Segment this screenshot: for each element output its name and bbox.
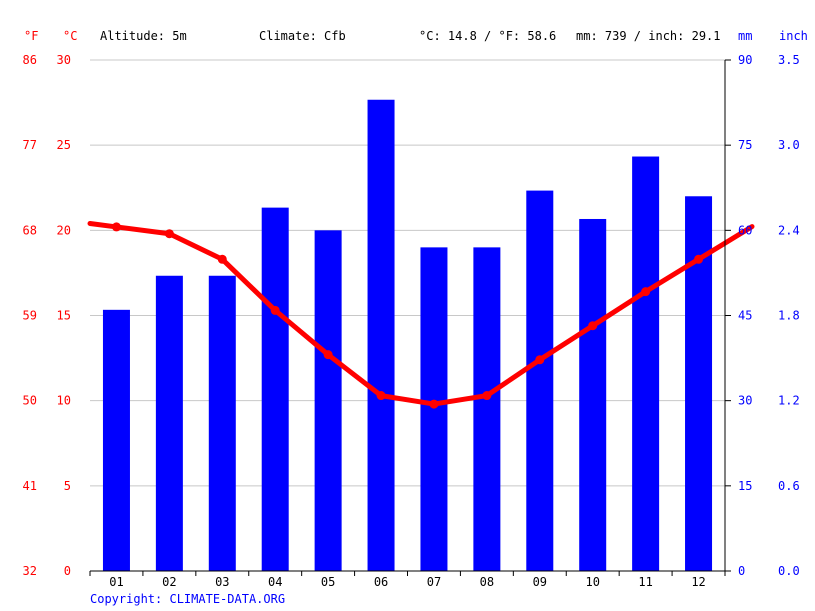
climate-text: Climate: Cfb xyxy=(259,29,346,43)
x-tick-label: 03 xyxy=(215,575,229,589)
precipitation-bar xyxy=(102,309,130,571)
temperature-point xyxy=(217,254,227,264)
precipitation-bar xyxy=(367,99,395,571)
total-precipitation-text: mm: 739 / inch: 29.1 xyxy=(576,29,721,43)
precipitation-bar xyxy=(579,218,607,571)
y-tick-fahrenheit: 32 xyxy=(23,564,37,578)
y-tick-celsius: 0 xyxy=(64,564,71,578)
x-tick-label: 09 xyxy=(533,575,547,589)
y-tick-mm: 75 xyxy=(738,138,752,152)
temperature-point xyxy=(482,391,492,401)
precipitation-bars xyxy=(102,99,713,572)
axes xyxy=(89,59,731,576)
y-tick-celsius: 25 xyxy=(57,138,71,152)
altitude-text: Altitude: 5m xyxy=(100,29,187,43)
x-tick-label: 12 xyxy=(691,575,705,589)
y-tick-fahrenheit: 77 xyxy=(23,138,37,152)
unit-mm-label: mm xyxy=(738,29,753,43)
temperature-point xyxy=(164,229,174,239)
y-tick-celsius: 20 xyxy=(57,223,71,237)
unit-fahrenheit-label: °F xyxy=(24,29,39,43)
x-tick-label: 01 xyxy=(109,575,123,589)
grid-lines xyxy=(90,59,725,487)
temperature-point xyxy=(111,222,121,232)
y-tick-celsius: 30 xyxy=(57,53,71,67)
y-tick-mm: 90 xyxy=(738,53,752,67)
precipitation-bar xyxy=(473,247,501,571)
copyright-link[interactable]: Copyright: CLIMATE-DATA.ORG xyxy=(90,592,286,606)
y-tick-inch: 2.4 xyxy=(778,223,800,237)
precipitation-bar xyxy=(632,156,660,571)
y-tick-fahrenheit: 68 xyxy=(23,223,37,237)
unit-inch-label: inch xyxy=(779,29,808,43)
x-tick-label: 05 xyxy=(321,575,335,589)
x-tick-label: 11 xyxy=(638,575,652,589)
y-tick-inch: 1.2 xyxy=(778,394,800,408)
y-tick-celsius: 10 xyxy=(57,394,71,408)
temperature-point xyxy=(270,305,280,315)
y-tick-fahrenheit: 59 xyxy=(23,309,37,323)
y-tick-mm: 30 xyxy=(738,394,752,408)
x-tick-label: 04 xyxy=(268,575,282,589)
y-tick-inch: 0.6 xyxy=(778,479,800,493)
temperature-point xyxy=(376,391,386,401)
precipitation-bar xyxy=(314,230,342,572)
temperature-polyline xyxy=(87,221,755,407)
precipitation-bar xyxy=(420,247,448,571)
temperature-point xyxy=(535,355,545,365)
precipitation-bar xyxy=(526,190,554,572)
temperature-point xyxy=(588,321,598,331)
x-tick-label: 02 xyxy=(162,575,176,589)
unit-celsius-label: °C xyxy=(63,29,78,43)
y-tick-fahrenheit: 86 xyxy=(23,53,37,67)
y-tick-celsius: 5 xyxy=(64,479,71,493)
average-temperature-text: °C: 14.8 / °F: 58.6 xyxy=(419,29,557,43)
y-tick-inch: 3.5 xyxy=(778,53,800,67)
precipitation-bar xyxy=(261,207,289,571)
temperature-point xyxy=(641,287,651,297)
y-tick-fahrenheit: 50 xyxy=(23,394,37,408)
temperature-point xyxy=(323,350,333,360)
y-tick-mm: 0 xyxy=(738,564,745,578)
y-tick-mm: 60 xyxy=(738,223,752,237)
y-tick-celsius: 15 xyxy=(57,309,71,323)
x-tick-label: 06 xyxy=(374,575,388,589)
y-tick-inch: 0.0 xyxy=(778,564,800,578)
x-tick-label: 10 xyxy=(585,575,599,589)
temperature-line xyxy=(87,221,755,409)
x-tick-label: 07 xyxy=(427,575,441,589)
y-tick-inch: 3.0 xyxy=(778,138,800,152)
precipitation-bar xyxy=(208,275,236,571)
tick-labels: 32 0 0 0.0 41 5 15 0.6 50 10 30 1.2 59 15 45 1.8 68 20 60 2… xyxy=(23,53,800,589)
temperature-point xyxy=(694,254,704,264)
y-tick-inch: 1.8 xyxy=(778,309,800,323)
x-tick-label: 08 xyxy=(480,575,494,589)
y-tick-fahrenheit: 41 xyxy=(23,479,37,493)
y-tick-mm: 15 xyxy=(738,479,752,493)
temperature-point xyxy=(429,399,439,409)
precipitation-bar xyxy=(155,275,183,571)
y-tick-mm: 45 xyxy=(738,309,752,323)
